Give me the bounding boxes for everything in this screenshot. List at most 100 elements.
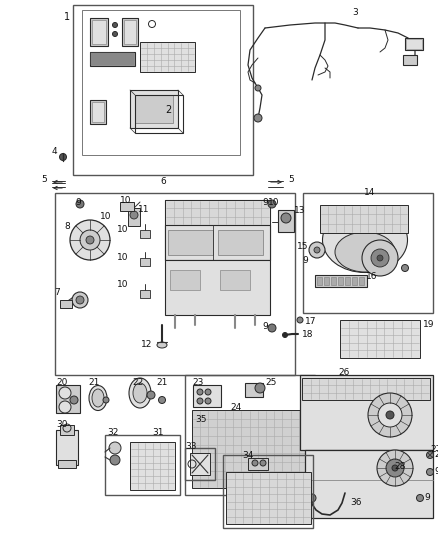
Text: 24: 24: [230, 403, 241, 412]
Bar: [245, 383, 263, 397]
Bar: [305, 450, 433, 518]
Circle shape: [377, 255, 383, 261]
Bar: [56, 385, 80, 413]
Bar: [92, 102, 104, 122]
Circle shape: [205, 398, 211, 404]
Bar: [170, 270, 200, 290]
Ellipse shape: [322, 207, 407, 272]
Circle shape: [378, 403, 402, 427]
Text: 16: 16: [366, 272, 378, 281]
Bar: [185, 448, 215, 480]
Bar: [403, 55, 417, 65]
Bar: [193, 385, 221, 407]
Circle shape: [377, 450, 413, 486]
Circle shape: [427, 451, 434, 458]
Text: 12: 12: [141, 340, 152, 349]
Text: 25: 25: [265, 378, 276, 387]
Circle shape: [72, 292, 88, 308]
Text: 22: 22: [132, 378, 143, 387]
Circle shape: [113, 22, 117, 28]
Circle shape: [283, 333, 287, 337]
Text: 15: 15: [297, 242, 308, 251]
Bar: [165, 260, 270, 315]
Text: 7: 7: [54, 288, 60, 297]
Bar: [82, 10, 240, 155]
Bar: [331, 277, 336, 285]
Circle shape: [103, 397, 109, 403]
Bar: [130, 90, 178, 128]
Circle shape: [281, 213, 291, 223]
Circle shape: [80, 230, 100, 250]
Bar: [340, 320, 420, 358]
Circle shape: [386, 459, 404, 477]
Text: 10: 10: [120, 196, 131, 205]
Bar: [352, 277, 357, 285]
Ellipse shape: [133, 383, 147, 403]
Circle shape: [402, 264, 409, 271]
Text: 5: 5: [288, 175, 294, 184]
Circle shape: [314, 247, 320, 253]
Bar: [140, 42, 195, 72]
Circle shape: [70, 396, 78, 404]
Bar: [165, 200, 270, 225]
Circle shape: [205, 389, 211, 395]
Bar: [165, 225, 270, 260]
Text: 9: 9: [434, 467, 438, 476]
Text: 23: 23: [192, 378, 203, 387]
Ellipse shape: [89, 385, 107, 410]
Text: 35: 35: [195, 415, 206, 424]
Bar: [92, 20, 106, 44]
Bar: [105, 435, 180, 495]
Circle shape: [417, 495, 424, 502]
Bar: [185, 375, 315, 495]
Bar: [226, 472, 311, 524]
Circle shape: [308, 494, 316, 502]
Circle shape: [254, 114, 262, 122]
Text: 10: 10: [117, 225, 128, 234]
Bar: [124, 20, 136, 44]
Bar: [359, 277, 364, 285]
Text: 6: 6: [160, 177, 166, 186]
Bar: [55, 193, 295, 375]
Text: 3: 3: [352, 8, 358, 17]
Text: 10: 10: [268, 198, 279, 207]
Ellipse shape: [129, 378, 151, 408]
Bar: [190, 453, 210, 475]
Bar: [73, 5, 253, 175]
Text: 31: 31: [152, 428, 163, 437]
Circle shape: [268, 324, 276, 332]
Text: 11: 11: [138, 205, 149, 214]
Circle shape: [70, 220, 110, 260]
Text: 4: 4: [51, 147, 57, 156]
Text: 10: 10: [117, 280, 128, 289]
Bar: [345, 277, 350, 285]
Bar: [140, 290, 150, 298]
Text: 36: 36: [350, 498, 361, 507]
Bar: [60, 300, 72, 308]
Bar: [165, 200, 270, 260]
Bar: [90, 52, 135, 66]
Text: 1: 1: [64, 12, 70, 22]
Circle shape: [297, 317, 303, 323]
Circle shape: [252, 460, 258, 466]
Circle shape: [86, 236, 94, 244]
Bar: [223, 455, 313, 528]
Bar: [91, 53, 134, 65]
Bar: [168, 230, 213, 255]
Bar: [302, 378, 430, 400]
Text: 18: 18: [302, 330, 314, 339]
Circle shape: [197, 398, 203, 404]
Bar: [192, 410, 307, 488]
Text: 30: 30: [56, 420, 67, 429]
Bar: [278, 210, 294, 232]
Text: 28: 28: [394, 462, 406, 471]
Text: 5: 5: [41, 175, 47, 184]
Bar: [135, 95, 183, 133]
Ellipse shape: [335, 232, 395, 272]
Bar: [317, 277, 322, 285]
Circle shape: [362, 240, 398, 276]
Bar: [90, 18, 108, 46]
Circle shape: [59, 401, 71, 413]
Bar: [324, 277, 329, 285]
Circle shape: [59, 387, 71, 399]
